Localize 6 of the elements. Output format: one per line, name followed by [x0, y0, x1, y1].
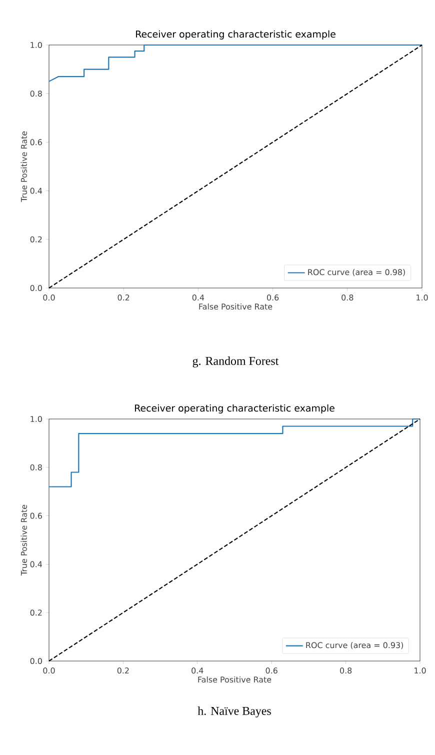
line-series: [48, 418, 421, 488]
chart-title: Receiver operating characteristic example: [136, 30, 336, 40]
chart-title: Receiver operating characteristic example: [135, 404, 334, 414]
line-series: [48, 44, 423, 82]
text: h. Naïve Bayes: [198, 706, 271, 718]
text: g. Random Forest: [192, 356, 279, 368]
